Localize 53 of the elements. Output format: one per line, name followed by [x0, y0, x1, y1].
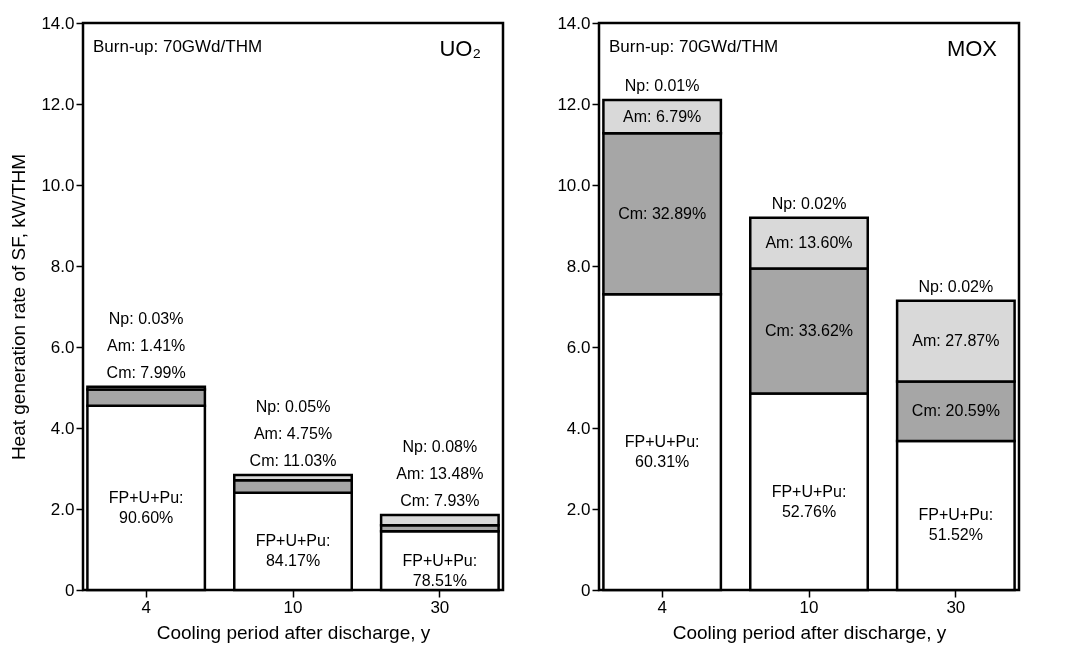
y-tick-label: 14.0 [557, 13, 591, 33]
annotation: Am: 13.48% [396, 465, 484, 483]
annotation: Cm: 11.03% [249, 451, 337, 469]
y-tick-label: 8.0 [50, 256, 75, 276]
annotation: Np: 0.05% [255, 397, 331, 415]
y-tick-label: 6.0 [566, 337, 591, 357]
annotation: FP+U+Pu: 52.76% [771, 482, 847, 520]
annotation: Cm: 32.89% [618, 204, 707, 222]
x-tick-label: 10 [799, 597, 819, 617]
annotation: Np: 0.02% [918, 277, 994, 295]
y-tick-label: 4.0 [50, 418, 75, 438]
y-tick-label: 2.0 [566, 499, 591, 519]
annotation: Burn-up: 70GWd/THM [609, 37, 779, 56]
annotation: Np: 0.08% [402, 438, 478, 456]
annotation: Am: 13.60% [765, 234, 853, 252]
y-tick-label: 2.0 [50, 499, 75, 519]
x-tick-label: 4 [657, 597, 667, 617]
annotation: Am: 27.87% [912, 332, 1000, 350]
x-tick-label: 30 [430, 597, 450, 617]
y-tick-label: 0 [581, 580, 591, 600]
annotation: MOX [946, 36, 998, 61]
y-tick-label: 4.0 [566, 418, 591, 438]
annotation: Cm: 33.62% [764, 322, 854, 339]
y-axis-title: Heat generation rate of SF, kW/THM [8, 153, 30, 461]
annotation: FP+U+Pu: 51.52% [918, 506, 994, 544]
x-tick-label: 10 [283, 597, 303, 617]
y-tick-label: 10.0 [41, 175, 75, 195]
y-tick-label: 14.0 [41, 13, 75, 33]
annotation: Cm: 20.59% [911, 402, 1000, 420]
x-tick-label: 30 [946, 597, 966, 617]
annotation: Am: 4.75% [253, 424, 333, 442]
y-tick-label: 6.0 [50, 337, 75, 357]
annotation: UO₂ [439, 36, 481, 61]
x-axis-title: Cooling period after discharge, y [672, 621, 947, 643]
y-tick-label: 12.0 [557, 94, 591, 114]
annotation: Np: 0.03% [108, 309, 184, 327]
annotation: Cm: 7.99% [106, 363, 186, 381]
y-tick-label: 12.0 [41, 94, 75, 114]
annotation: Np: 0.01% [624, 76, 700, 94]
y-tick-label: 10.0 [557, 175, 591, 195]
annotation: Cm: 7.93% [400, 492, 480, 510]
x-axis-title: Cooling period after discharge, y [156, 621, 431, 643]
annotation: Am: 6.79% [623, 107, 702, 125]
annotation: Np: 0.02% [771, 194, 847, 212]
y-tick-label: 0 [65, 580, 75, 600]
annotation: FP+U+Pu: 78.51% [402, 551, 478, 589]
x-tick-label: 4 [141, 597, 151, 617]
annotation: Am: 1.41% [107, 336, 186, 354]
annotation: FP+U+Pu: 90.60% [108, 488, 184, 526]
annotation: Burn-up: 70GWd/THM [93, 37, 263, 56]
annotation: FP+U+Pu: 84.17% [255, 532, 331, 570]
y-tick-label: 8.0 [566, 256, 591, 276]
annotation: FP+U+Pu: 60.31% [624, 433, 700, 471]
